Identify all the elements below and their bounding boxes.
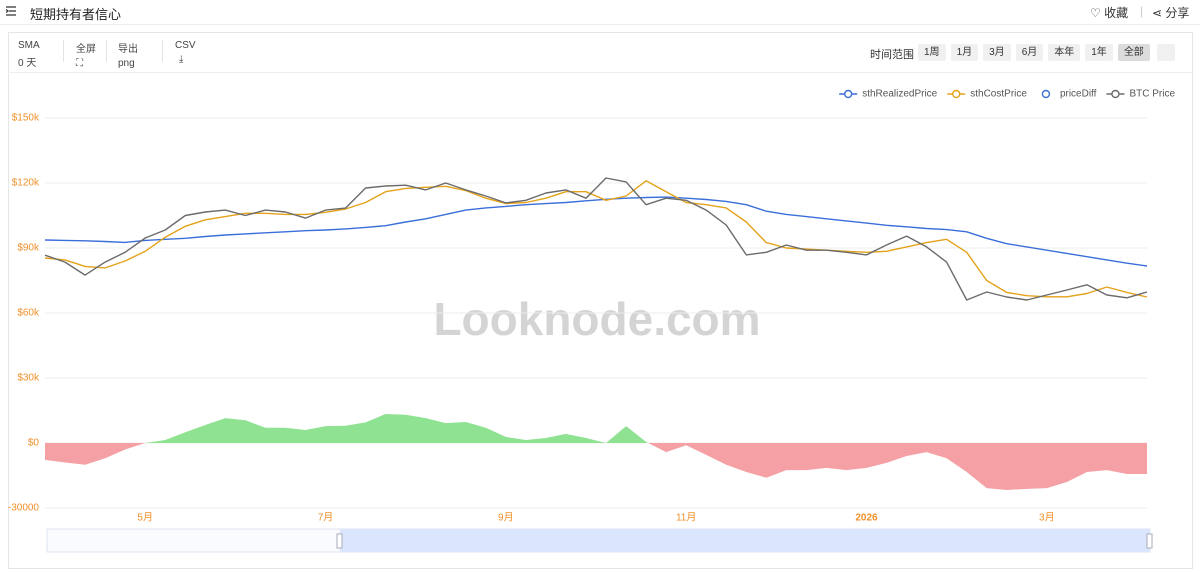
share-label: 分享 — [1165, 6, 1190, 20]
share-button[interactable]: ⋖ 分享 — [1152, 6, 1190, 20]
range-button[interactable]: 6月 — [1015, 44, 1044, 61]
line — [44, 180, 1148, 298]
legend-marker — [844, 89, 853, 99]
range-button[interactable]: 1年 — [1085, 44, 1113, 61]
favorite-button[interactable]: ♡ 收藏 — [1090, 6, 1129, 20]
export-value: png — [118, 58, 135, 69]
legend-label: priceDiff — [1060, 89, 1097, 100]
range-button[interactable]: 1周 — [918, 44, 946, 61]
header-divider — [0, 24, 1200, 25]
header: 短期持有者信心 ♡ 收藏 | ⋖ 分享 — [0, 0, 1200, 24]
x-tick-label: 5月 — [137, 512, 153, 524]
legend-marker — [1041, 89, 1051, 99]
legend-label: sthRealizedPrice — [862, 89, 937, 100]
y-tick-label: $120k — [12, 178, 40, 189]
legend-marker — [1111, 89, 1120, 99]
y-tick-label: $0 — [28, 438, 40, 449]
sma-control[interactable]: SMA 0 天 — [18, 40, 40, 69]
sma-value: 0 天 — [18, 58, 37, 69]
line — [44, 196, 1148, 267]
fullscreen-control[interactable]: 全屏 ⛶ — [76, 40, 96, 69]
chart-panel — [8, 32, 1193, 569]
csv-control[interactable]: CSV ⤓ — [175, 40, 196, 65]
calendar-button[interactable] — [1157, 44, 1175, 61]
separator — [162, 40, 163, 62]
range-title: 时间范围 — [870, 49, 914, 61]
line — [44, 177, 1148, 301]
divider: | — [1140, 4, 1144, 18]
export-control[interactable]: 导出 png — [118, 40, 138, 69]
y-tick-label: $90k — [17, 243, 40, 254]
area-negative — [45, 443, 1147, 490]
legend-item[interactable]: sthCostPrice — [947, 89, 1027, 100]
legend-item[interactable]: sthRealizedPrice — [839, 89, 938, 100]
favorite-label: 收藏 — [1104, 6, 1129, 20]
page-title: 短期持有者信心 — [30, 7, 122, 22]
x-tick-label: 7月 — [318, 512, 334, 524]
legend-label: BTC Price — [1129, 89, 1175, 100]
menu-icon[interactable] — [6, 6, 16, 16]
toolbar-divider — [8, 72, 1193, 73]
range-button[interactable]: 1月 — [950, 44, 979, 61]
navigator[interactable] — [46, 528, 1153, 553]
legend-item[interactable]: priceDiff — [1041, 89, 1097, 100]
x-tick-label: 3月 — [1039, 512, 1055, 524]
area-positive — [45, 414, 1147, 443]
y-tick-label: $30k — [17, 373, 40, 384]
csv-label: CSV — [175, 40, 196, 51]
fullscreen-label: 全屏 — [76, 44, 96, 55]
y-tick-label: $60k — [17, 308, 40, 319]
sma-label: SMA — [18, 40, 40, 51]
range-button[interactable]: 全部 — [1117, 44, 1150, 61]
separator — [106, 40, 107, 62]
watermark: Looknode.com — [433, 293, 760, 345]
x-tick-label: 9月 — [498, 512, 514, 524]
legend-label: sthCostPrice — [970, 89, 1027, 100]
range-button[interactable]: 本年 — [1048, 44, 1081, 61]
y-tick-label: $150k — [12, 113, 40, 124]
navigator-handle[interactable] — [336, 533, 343, 549]
legend-marker — [952, 89, 961, 99]
y-tick-label: -30000 — [8, 503, 40, 514]
navigator-handle[interactable] — [1146, 533, 1153, 549]
legend-item[interactable]: BTC Price — [1106, 89, 1175, 100]
x-tick-label: 11月 — [676, 512, 696, 524]
separator — [63, 40, 64, 62]
export-label: 导出 — [118, 44, 138, 55]
navigator-selection[interactable] — [340, 529, 1150, 552]
x-tick-label: 2026 — [855, 513, 878, 524]
range-button[interactable]: 3月 — [983, 44, 1011, 61]
